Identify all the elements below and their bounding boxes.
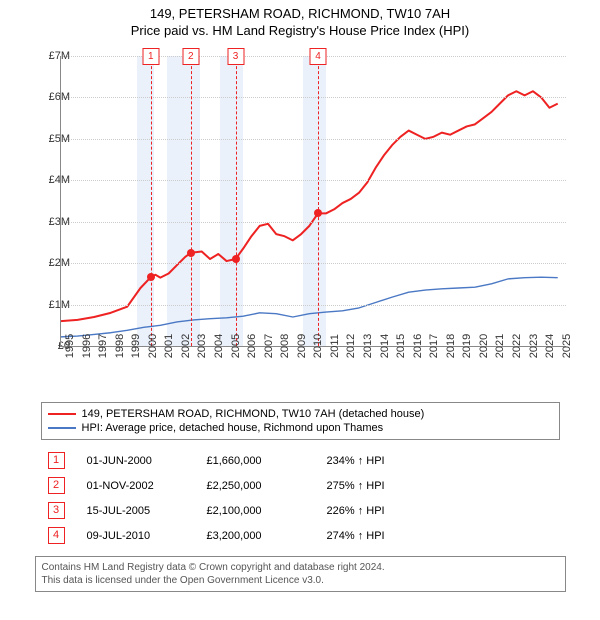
event-number: 1 bbox=[48, 452, 65, 469]
events-table: 1 01-JUN-2000£1,660,000234% ↑ HPI 2 01-NOV-… bbox=[48, 448, 553, 548]
event-point bbox=[147, 273, 155, 281]
footer-line-2: This data is licensed under the Open Gov… bbox=[42, 574, 559, 587]
x-axis-label: 2002 bbox=[180, 334, 192, 358]
plot-area: 1234 bbox=[60, 56, 566, 347]
event-date: 15-JUL-2005 bbox=[87, 505, 207, 517]
x-axis-label: 2006 bbox=[246, 334, 258, 358]
event-marker-box: 3 bbox=[227, 48, 244, 65]
x-axis-label: 2003 bbox=[196, 334, 208, 358]
series-hpi bbox=[61, 277, 558, 337]
event-marker-box: 4 bbox=[309, 48, 326, 65]
event-number: 2 bbox=[48, 477, 65, 494]
event-marker-box: 2 bbox=[182, 48, 199, 65]
event-date: 09-JUL-2010 bbox=[87, 530, 207, 542]
legend-swatch bbox=[48, 427, 76, 429]
event-price: £3,200,000 bbox=[207, 530, 327, 542]
footer-line-1: Contains HM Land Registry data © Crown c… bbox=[42, 561, 559, 574]
x-axis-label: 2020 bbox=[478, 334, 490, 358]
x-axis-label: 1998 bbox=[114, 334, 126, 358]
x-axis-label: 2005 bbox=[230, 334, 242, 358]
footer: Contains HM Land Registry data © Crown c… bbox=[35, 556, 566, 592]
title-line-2: Price paid vs. HM Land Registry's House … bbox=[131, 23, 469, 38]
event-point bbox=[314, 209, 322, 217]
chart-lines bbox=[61, 56, 566, 346]
x-axis-label: 2016 bbox=[412, 334, 424, 358]
event-point bbox=[232, 255, 240, 263]
event-row: 4 09-JUL-2010£3,200,000274% ↑ HPI bbox=[48, 523, 553, 548]
x-axis-label: 2021 bbox=[494, 334, 506, 358]
x-axis-label: 2011 bbox=[329, 334, 341, 358]
chart: £0£1M£2M£3M£4M£5M£6M£7M 1234 19951996199… bbox=[20, 46, 580, 396]
x-axis-label: 2004 bbox=[213, 334, 225, 358]
x-axis-label: 2024 bbox=[544, 334, 556, 358]
event-price: £1,660,000 bbox=[207, 455, 327, 467]
event-line bbox=[151, 56, 152, 346]
x-axis-label: 2015 bbox=[395, 334, 407, 358]
event-marker-box: 1 bbox=[142, 48, 159, 65]
event-line bbox=[236, 56, 237, 346]
x-axis-label: 2017 bbox=[428, 334, 440, 358]
event-price: £2,100,000 bbox=[207, 505, 327, 517]
x-axis-label: 2022 bbox=[511, 334, 523, 358]
legend-label: 149, PETERSHAM ROAD, RICHMOND, TW10 7AH … bbox=[82, 408, 425, 420]
event-row: 2 01-NOV-2002£2,250,000275% ↑ HPI bbox=[48, 473, 553, 498]
x-axis-label: 2012 bbox=[345, 334, 357, 358]
series-price_paid bbox=[61, 91, 558, 321]
x-axis-label: 2014 bbox=[379, 334, 391, 358]
event-number: 4 bbox=[48, 527, 65, 544]
x-axis-label: 2007 bbox=[263, 334, 275, 358]
legend-swatch bbox=[48, 413, 76, 415]
x-axis-label: 2010 bbox=[312, 334, 324, 358]
x-axis-label: 1997 bbox=[97, 334, 109, 358]
title-line-1: 149, PETERSHAM ROAD, RICHMOND, TW10 7AH bbox=[150, 6, 450, 21]
event-point bbox=[187, 249, 195, 257]
event-pct: 226% ↑ HPI bbox=[327, 505, 553, 517]
event-price: £2,250,000 bbox=[207, 480, 327, 492]
x-axis-label: 1996 bbox=[81, 334, 93, 358]
x-axis-label: 1999 bbox=[130, 334, 142, 358]
root: 149, PETERSHAM ROAD, RICHMOND, TW10 7AH … bbox=[0, 0, 600, 620]
x-axis-label: 2008 bbox=[279, 334, 291, 358]
event-pct: 274% ↑ HPI bbox=[327, 530, 553, 542]
legend-row: HPI: Average price, detached house, Rich… bbox=[48, 421, 553, 435]
x-axis-label: 2025 bbox=[561, 334, 573, 358]
event-number: 3 bbox=[48, 502, 65, 519]
event-row: 3 15-JUL-2005£2,100,000226% ↑ HPI bbox=[48, 498, 553, 523]
x-axis-label: 2023 bbox=[528, 334, 540, 358]
x-axis-label: 2019 bbox=[461, 334, 473, 358]
event-pct: 234% ↑ HPI bbox=[327, 455, 553, 467]
x-axis-label: 1995 bbox=[64, 334, 76, 358]
legend-label: HPI: Average price, detached house, Rich… bbox=[82, 422, 384, 434]
legend: 149, PETERSHAM ROAD, RICHMOND, TW10 7AH … bbox=[41, 402, 560, 440]
event-date: 01-NOV-2002 bbox=[87, 480, 207, 492]
x-axis-label: 2013 bbox=[362, 334, 374, 358]
event-row: 1 01-JUN-2000£1,660,000234% ↑ HPI bbox=[48, 448, 553, 473]
x-axis-label: 2000 bbox=[147, 334, 159, 358]
event-pct: 275% ↑ HPI bbox=[327, 480, 553, 492]
x-axis-label: 2009 bbox=[296, 334, 308, 358]
event-line bbox=[318, 56, 319, 346]
x-axis-label: 2018 bbox=[445, 334, 457, 358]
event-date: 01-JUN-2000 bbox=[87, 455, 207, 467]
x-axis-label: 2001 bbox=[163, 334, 175, 358]
event-line bbox=[191, 56, 192, 346]
legend-row: 149, PETERSHAM ROAD, RICHMOND, TW10 7AH … bbox=[48, 407, 553, 421]
